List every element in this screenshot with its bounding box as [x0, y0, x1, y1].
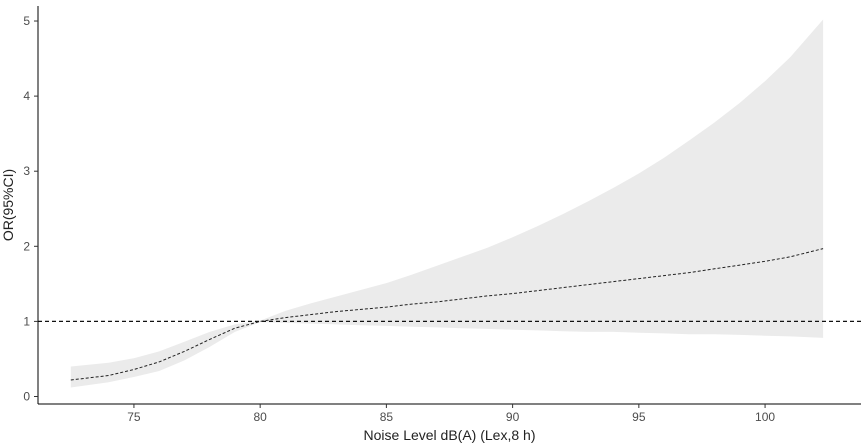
x-tick-label: 95 — [632, 410, 646, 424]
ticks-layer: 75 80 85 90 95 100 0 1 2 3 4 5 — [23, 14, 775, 424]
y-axis-title: OR(95%CI) — [0, 169, 16, 241]
y-tick-label: 4 — [23, 89, 30, 103]
x-tick-label: 75 — [127, 410, 141, 424]
series-layer — [70, 248, 824, 381]
y-tick-label: 1 — [23, 314, 30, 328]
x-tick-label: 90 — [506, 410, 520, 424]
y-tick-label: 0 — [23, 389, 30, 403]
confidence-band-layer — [70, 19, 824, 388]
series-line-0 — [70, 248, 824, 381]
x-tick-label: 100 — [755, 410, 775, 424]
x-tick-label: 80 — [253, 410, 267, 424]
x-tick-label: 85 — [380, 410, 394, 424]
y-tick-label: 5 — [23, 14, 30, 28]
y-tick-label: 3 — [23, 164, 30, 178]
axes-layer — [37, 6, 861, 405]
confidence-band — [70, 19, 824, 388]
x-axis-title: Noise Level dB(A) (Lex,8 h) — [364, 427, 536, 443]
y-tick-label: 2 — [23, 239, 30, 253]
